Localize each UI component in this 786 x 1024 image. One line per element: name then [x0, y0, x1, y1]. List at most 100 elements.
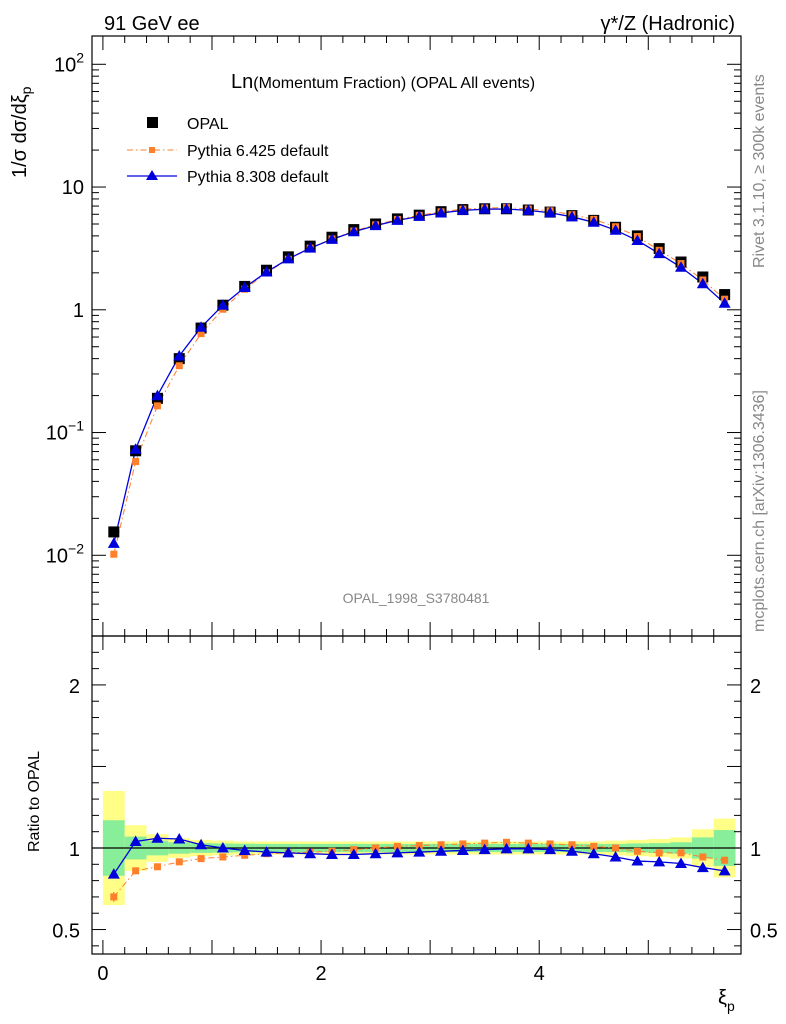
pythia6-ratio-point	[241, 851, 249, 859]
pythia6-ratio-point	[721, 856, 729, 864]
pythia8-ratio-point	[587, 847, 600, 859]
pythia8-data-point	[522, 204, 535, 215]
pythia6-ratio-point	[481, 839, 489, 847]
ratio-x-axis-label-sub: p	[727, 998, 735, 1014]
ratio-y-tick-label-right: 0.5	[750, 921, 778, 943]
pythia8-ratio-point	[151, 832, 164, 843]
ratio-y-tick-label: 0.5	[52, 921, 80, 943]
pythia8-data-point	[391, 214, 404, 225]
pythia8-data-point	[238, 281, 251, 292]
pythia8-ratio-point	[456, 844, 469, 855]
ratio-y-tick-label-right: 2	[750, 676, 761, 698]
main-y-tick-label: 10−1	[46, 418, 84, 445]
pythia8-data-point	[107, 537, 120, 548]
pythia8-ratio-point	[631, 855, 644, 866]
pythia8-data-point	[435, 206, 448, 218]
pythia6-ratio-point	[437, 841, 445, 849]
pythia8-ratio-point	[195, 838, 208, 850]
ratio-x-tick-label: 0	[97, 963, 108, 985]
pythia6-ratio-point	[415, 842, 423, 850]
ratio-x-axis-label: ξp	[718, 987, 735, 1014]
pythia8-ratio-point	[653, 855, 666, 867]
main-title: Ln(Momentum Fraction) (OPAL All events)	[231, 71, 535, 93]
ratio-axis-ticks: 0.5 0.5 1 1 2 2 0 2 4	[52, 635, 778, 985]
pythia8-data-point	[216, 299, 229, 310]
pythia8-ratio-point	[107, 868, 120, 879]
main-y-tick-label-exp: −2	[68, 540, 84, 556]
legend-marker-opal	[147, 117, 158, 128]
pythia8-ratio-point	[260, 846, 273, 857]
main-series-layer	[107, 203, 731, 558]
pythia8-ratio-point	[282, 846, 295, 858]
ratio-y-axis-label: Ratio to OPAL	[26, 751, 43, 852]
ratio-y-tick-label: 2	[69, 676, 80, 698]
main-y-tick-label-base: 10	[46, 545, 68, 567]
pythia8-data-point	[696, 277, 709, 289]
pythia8-ratio-point	[565, 845, 578, 856]
main-y-tick-label-base: 10	[54, 54, 76, 76]
main-title-rest: (Momentum Fraction) (OPAL All events)	[253, 75, 535, 92]
pythia6-ratio-point	[502, 838, 510, 846]
pythia6-ratio-point	[197, 855, 205, 863]
pythia6-ratio-point	[459, 840, 467, 848]
pythia8-data-point	[195, 321, 208, 332]
pythia8-ratio-point	[696, 861, 709, 873]
ratio-x-tick-label: 4	[534, 963, 545, 985]
main-y-axis-label: 1/σ dσ/dξp	[9, 86, 34, 178]
pythia6-ratio-point	[677, 849, 685, 857]
pythia6-data-point	[175, 362, 183, 370]
pythia8-data-point	[173, 350, 186, 361]
main-y-tick-label-exp: −1	[68, 418, 84, 434]
pythia6-ratio-point	[699, 853, 707, 861]
pythia6-ratio-point	[612, 844, 620, 852]
pythia8-ratio-point	[173, 833, 186, 844]
pythia8-data-point	[129, 443, 142, 454]
pythia6-ratio-point	[568, 841, 576, 849]
legend-entry-opal: OPAL	[147, 116, 229, 133]
pythia6-ratio-point	[655, 849, 663, 857]
pythia6-ratio-point	[219, 853, 227, 861]
pythia8-ratio-point	[500, 842, 513, 854]
pythia6-ratio-point	[132, 867, 140, 875]
pythia8-ratio-point	[609, 850, 622, 862]
pythia8-data-point	[544, 206, 557, 218]
mcplots-reference-label: mcplots.cern.ch [arXiv:1306.3436]	[751, 390, 768, 632]
main-series-line-pythia6	[113, 207, 725, 555]
legend: OPAL Pythia 6.425 default Pythia 8.308 d…	[127, 116, 329, 186]
opal-data-point	[719, 289, 731, 301]
pythia6-ratio-point	[110, 893, 118, 901]
legend-label-opal: OPAL	[187, 116, 229, 133]
pythia8-data-point	[500, 203, 513, 214]
ratio-y-tick-label-right: 1	[750, 839, 761, 861]
pythia8-ratio-point	[478, 843, 491, 855]
pythia6-data-point	[132, 458, 140, 466]
pythia6-ratio-point	[633, 847, 641, 855]
main-y-tick-label-base: 10	[46, 423, 68, 445]
pythia8-ratio-point	[347, 848, 360, 860]
pythia8-ratio-point	[522, 842, 535, 854]
pythia8-ratio-point	[544, 843, 557, 855]
ratio-series-line-pythia6	[113, 841, 725, 898]
pythia8-data-point	[587, 216, 600, 227]
main-y-tick-label: 102	[54, 49, 84, 76]
main-y-tick-label: 1	[73, 300, 84, 322]
legend-marker-pythia8	[146, 170, 158, 180]
ratio-y-tick-label: 1	[69, 839, 80, 861]
pythia8-ratio-point	[675, 857, 688, 868]
ratio-panel: 0.5 0.5 1 1 2 2 0 2 4 Ratio to OPAL ξp	[26, 635, 778, 1014]
ratio-x-tick-label: 2	[315, 963, 326, 985]
pythia6-ratio-point	[175, 858, 183, 866]
header-left-label: 91 GeV ee	[104, 13, 200, 35]
pythia6-data-point	[110, 550, 118, 558]
pythia8-ratio-point	[435, 845, 448, 856]
pythia8-data-point	[260, 266, 273, 277]
pythia6-data-point	[197, 330, 205, 338]
pythia8-data-point	[347, 225, 360, 237]
pythia8-data-point	[304, 242, 317, 253]
pythia8-ratio-point	[129, 835, 142, 846]
pythia8-data-point	[325, 233, 338, 244]
pythia6-ratio-point	[393, 842, 401, 850]
pythia8-ratio-point	[369, 847, 382, 859]
